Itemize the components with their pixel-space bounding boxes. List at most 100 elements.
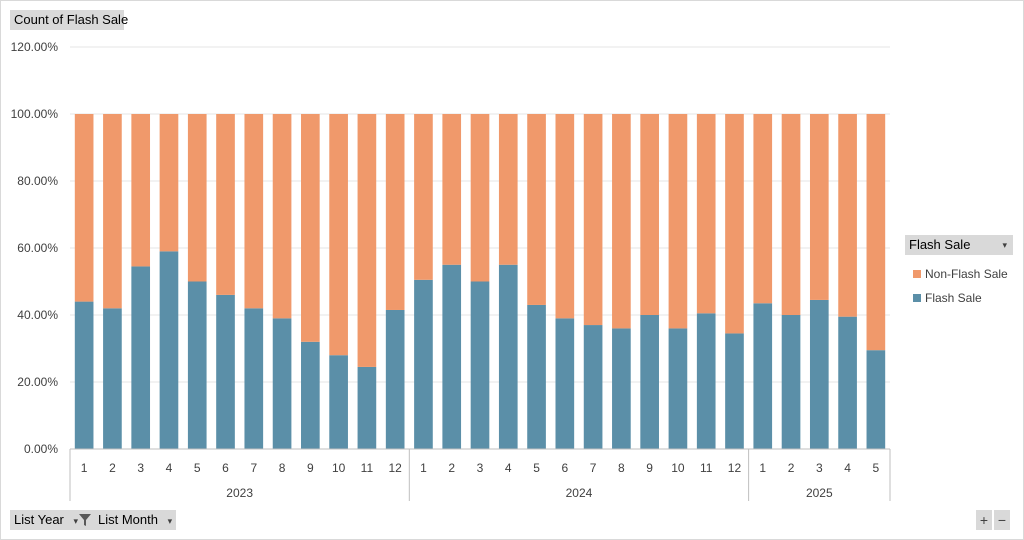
minus-icon: − (997, 512, 1007, 528)
bar-flash-sale (838, 316, 857, 449)
x-group-label: 2025 (806, 486, 833, 500)
bar-non-flash-sale (555, 114, 575, 319)
bar-non-flash-sale (357, 114, 377, 367)
x-tick-label: 5 (194, 461, 201, 475)
x-tick-label: 2 (109, 461, 116, 475)
bar-non-flash-sale (583, 114, 603, 326)
month-field-button[interactable]: List Month ▾ (94, 510, 176, 530)
values-field-label: Count of Flash Sale (14, 12, 129, 27)
bar-non-flash-sale (668, 114, 688, 329)
bar-flash-sale (866, 350, 886, 449)
x-tick-label: 7 (250, 461, 257, 475)
y-tick-label: 100.00% (11, 107, 59, 121)
bar-flash-sale (159, 251, 179, 449)
bar-non-flash-sale (329, 114, 348, 356)
bar-flash-sale (329, 355, 348, 449)
bar-non-flash-sale (74, 114, 94, 302)
x-tick-label: 2 (448, 461, 455, 475)
legend-field-button[interactable]: Flash Sale ▾ (905, 235, 1013, 255)
x-tick-label: 8 (618, 461, 625, 475)
bar-flash-sale (696, 313, 716, 449)
x-tick-label: 5 (873, 461, 880, 475)
x-tick-label: 12 (388, 461, 402, 475)
bar-flash-sale (244, 308, 264, 449)
bar-flash-sale (357, 366, 377, 449)
bar-non-flash-sale (838, 114, 857, 317)
bar-non-flash-sale (159, 114, 179, 252)
plus-icon: + (979, 512, 989, 528)
y-tick-label: 40.00% (17, 308, 58, 322)
bar-non-flash-sale (442, 114, 462, 265)
x-tick-label: 8 (279, 461, 286, 475)
bar-flash-sale (442, 264, 462, 449)
y-tick-label: 60.00% (17, 241, 58, 255)
dropdown-arrow-icon[interactable]: ▾ (1002, 240, 1007, 250)
x-tick-label: 4 (505, 461, 512, 475)
x-tick-label: 6 (222, 461, 229, 475)
bar-flash-sale (103, 308, 122, 449)
x-tick-label: 9 (646, 461, 653, 475)
legend-label-non-flash-sale: Non-Flash Sale (925, 267, 1008, 281)
bar-flash-sale (583, 325, 603, 449)
bar-flash-sale (470, 281, 490, 449)
bar-flash-sale (272, 318, 292, 449)
legend-item-non-flash-sale: Non-Flash Sale (913, 262, 1008, 286)
bar-non-flash-sale (527, 114, 546, 305)
bar-flash-sale (216, 294, 235, 449)
bar-non-flash-sale (725, 114, 744, 334)
bar-flash-sale (414, 279, 433, 449)
month-field-label: List Month (98, 512, 158, 527)
bar-non-flash-sale (414, 114, 433, 280)
legend-field-label: Flash Sale (909, 237, 971, 252)
bar-flash-sale (527, 304, 546, 449)
bar-flash-sale (809, 299, 829, 449)
bar-flash-sale (555, 318, 575, 449)
x-tick-label: 12 (728, 461, 742, 475)
bar-non-flash-sale (809, 114, 829, 300)
year-field-button[interactable]: List Year ▾ (10, 510, 94, 530)
x-tick-label: 2 (788, 461, 795, 475)
bar-non-flash-sale (640, 114, 659, 315)
x-tick-label: 7 (590, 461, 597, 475)
bar-non-flash-sale (498, 114, 518, 265)
zoom-in-button[interactable]: + (976, 510, 992, 530)
dropdown-arrow-icon[interactable]: ▾ (73, 516, 79, 526)
bar-non-flash-sale (385, 114, 405, 310)
zoom-out-button[interactable]: − (994, 510, 1010, 530)
x-tick-label: 3 (137, 461, 144, 475)
x-tick-label: 1 (81, 461, 88, 475)
dropdown-arrow-icon[interactable]: ▾ (167, 516, 173, 526)
bar-flash-sale (781, 315, 801, 449)
bar-non-flash-sale (216, 114, 235, 295)
x-group-label: 2024 (566, 486, 593, 500)
year-field-label: List Year (14, 512, 64, 527)
bar-non-flash-sale (103, 114, 122, 309)
bar-non-flash-sale (781, 114, 801, 315)
bar-non-flash-sale (272, 114, 292, 319)
x-tick-label: 10 (332, 461, 346, 475)
x-tick-label: 5 (533, 461, 540, 475)
bar-flash-sale (612, 328, 631, 449)
legend: Non-Flash Sale Flash Sale (913, 262, 1008, 310)
x-tick-label: 11 (700, 461, 713, 475)
bar-flash-sale (725, 333, 744, 449)
bar-flash-sale (498, 264, 518, 449)
x-tick-label: 6 (561, 461, 568, 475)
x-tick-label: 1 (759, 461, 766, 475)
filter-icon[interactable] (78, 513, 92, 527)
bar-non-flash-sale (131, 114, 151, 267)
bar-flash-sale (668, 328, 688, 449)
x-tick-label: 3 (477, 461, 484, 475)
bar-flash-sale (385, 309, 405, 449)
bar-non-flash-sale (753, 114, 773, 304)
y-tick-label: 0.00% (24, 442, 58, 456)
x-tick-label: 11 (361, 461, 374, 475)
bar-non-flash-sale (866, 114, 886, 351)
x-tick-label: 4 (166, 461, 173, 475)
x-tick-label: 4 (844, 461, 851, 475)
values-field-button[interactable]: Count of Flash Sale (10, 10, 128, 30)
x-tick-label: 1 (420, 461, 427, 475)
bar-non-flash-sale (187, 114, 207, 282)
y-tick-label: 20.00% (17, 375, 58, 389)
